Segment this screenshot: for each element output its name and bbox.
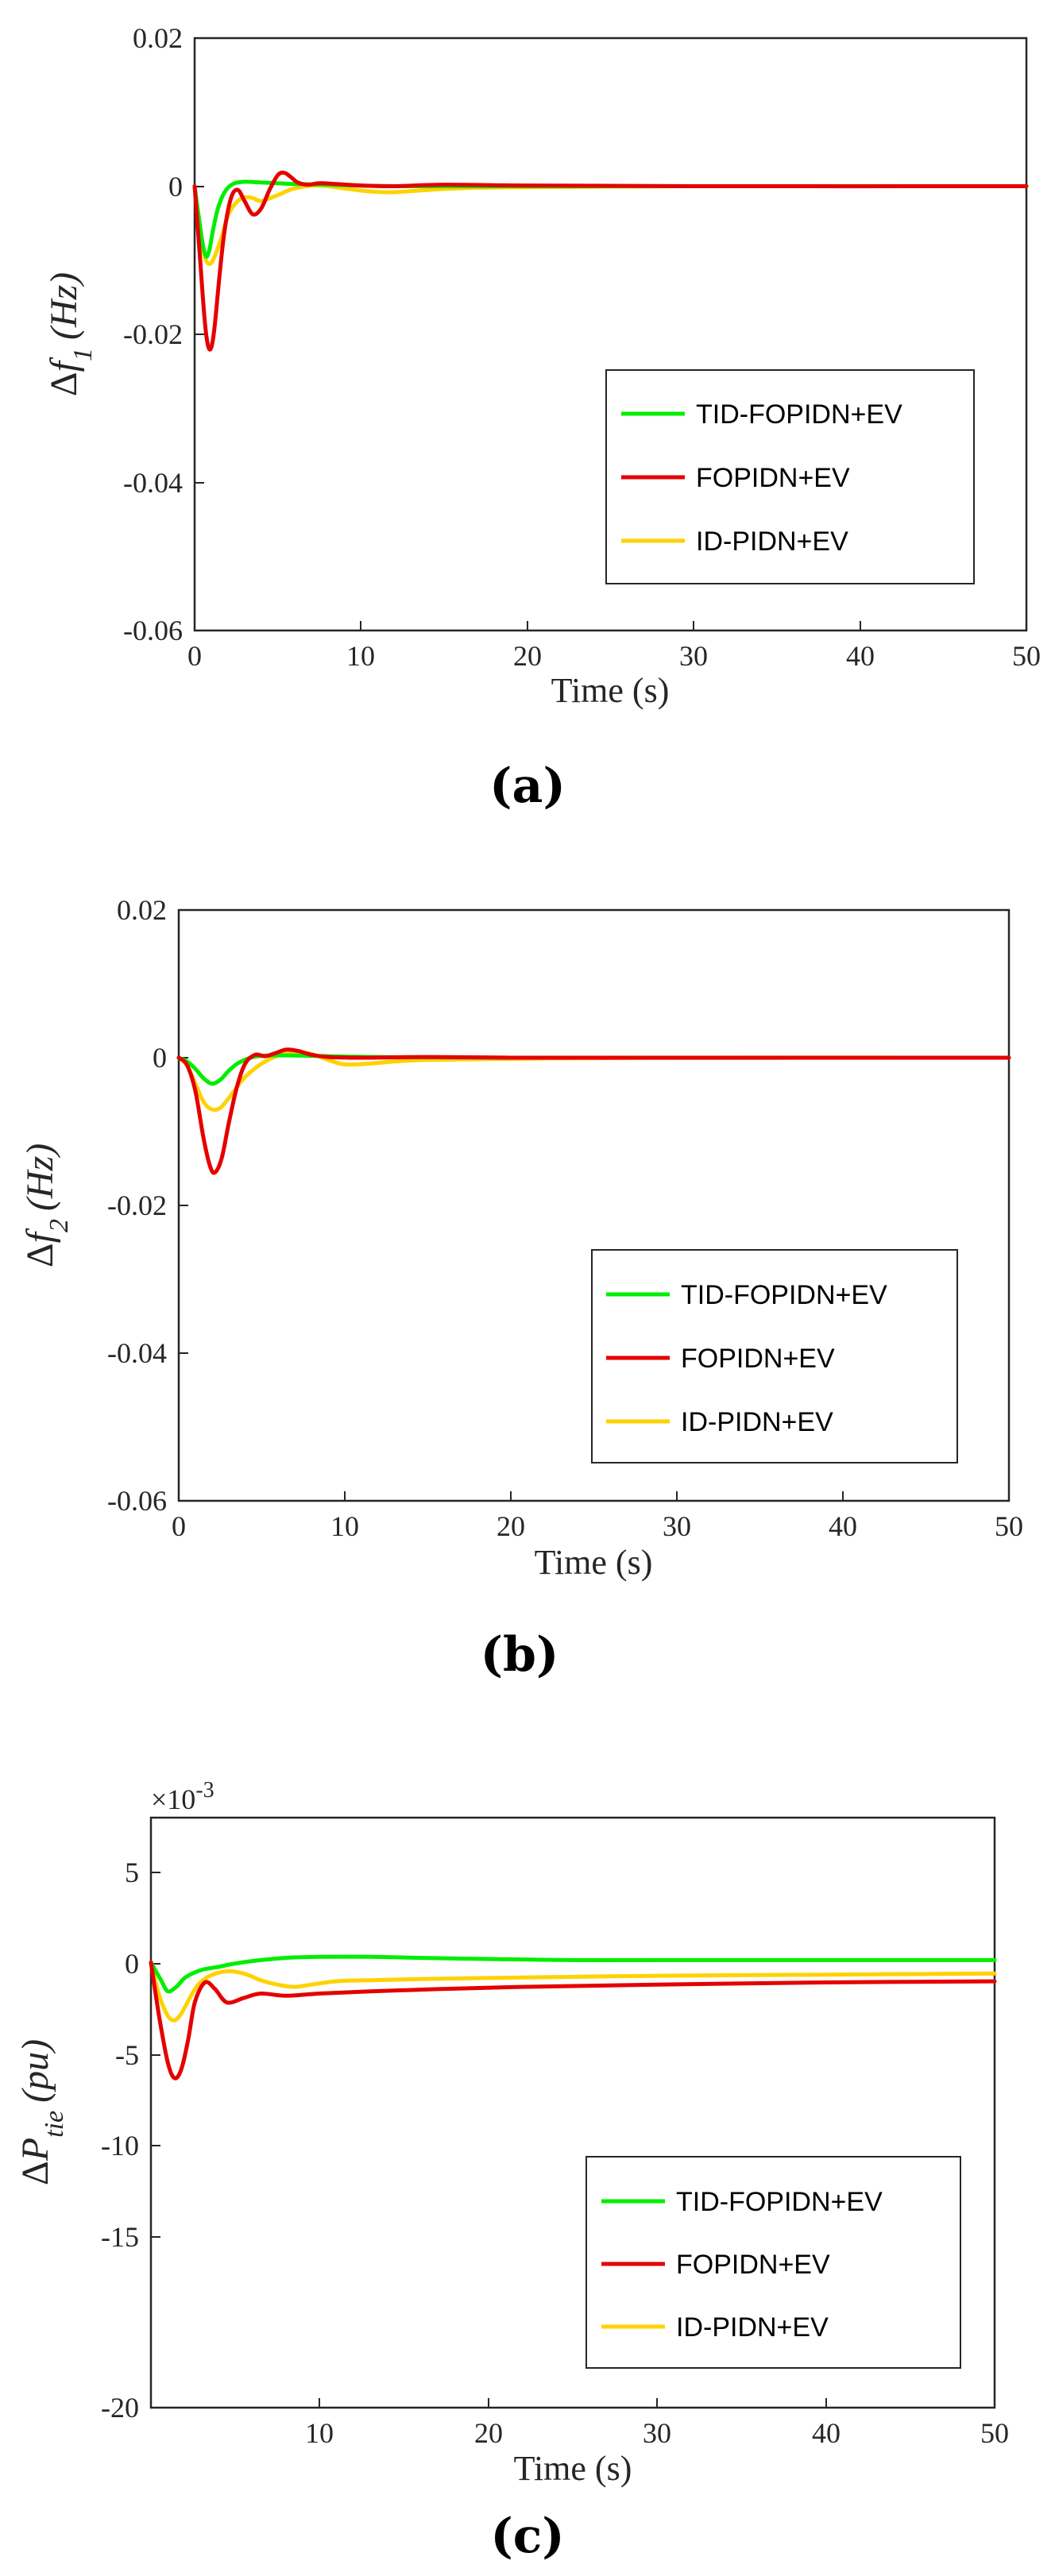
legend-label-a-0: TID-FOPIDN+EV [696,399,902,430]
x-tick-label-c-3: 40 [812,2417,841,2449]
y-ticks-b: 0.02 0 -0.02 -0.04 -0.06 [107,894,188,1517]
legend-label-c-0: TID-FOPIDN+EV [676,2187,883,2217]
exponent-power-c: -3 [195,1778,214,1803]
legend-label-a-2: ID-PIDN+EV [696,526,848,557]
chart-b: 0.02 0 -0.02 -0.04 -0.06 0 10 20 30 40 5… [19,894,1023,1683]
y-tick-label-a-1: 0 [168,171,183,202]
y-tick-label-c-4: -15 [101,2221,139,2253]
y-tick-label-c-3: -10 [101,2130,139,2161]
x-tick-label-a-4: 40 [846,640,875,672]
y-tick-label-c-0: 5 [125,1857,139,1888]
y-tick-label-a-2: -0.02 [123,318,183,350]
legend-label-c-1: FOPIDN+EV [676,2250,830,2280]
legend-label-b-1: FOPIDN+EV [681,1344,835,1374]
series-line-c-tid-fopidn [149,1954,997,1994]
legend-label-a-1: FOPIDN+EV [696,463,850,493]
legend-label-c-2: ID-PIDN+EV [676,2312,829,2343]
y-tick-label-a-3: -0.04 [123,467,183,499]
y-axis-label-a: Δf1(Hz) [43,272,98,397]
x-axis-label-a: Time (s) [551,671,670,710]
legend-a: TID-FOPIDN+EV FOPIDN+EV ID-PIDN+EV [605,369,975,584]
y-axis-label-b: Δf2(Hz) [19,1143,74,1268]
x-tick-label-b-2: 20 [497,1510,525,1542]
y-axis-label-c-subscript: tie [40,2111,69,2138]
panel-label-b: (b) [481,1627,559,1683]
legend-label-b-0: TID-FOPIDN+EV [681,1280,887,1310]
y-tick-label-c-2: -5 [115,2039,139,2071]
y-axis-label-b-unit: (Hz) [19,1143,61,1211]
x-tick-label-a-2: 20 [513,640,542,672]
exponent-base-c: ×10 [151,1784,195,1815]
series-group-b [176,1047,1011,1175]
y-tick-label-b-0: 0.02 [117,894,167,926]
x-tick-label-c-0: 10 [305,2417,334,2449]
x-tick-label-a-5: 50 [1012,640,1041,672]
x-tick-label-a-0: 0 [187,640,202,672]
series-line-c-fopidn [149,1960,997,2080]
x-tick-label-b-4: 40 [829,1510,857,1542]
x-tick-label-c-1: 20 [474,2417,503,2449]
y-axis-label-a-delta: Δ [43,372,85,396]
x-axis-label-c: Time (s) [514,2449,632,2488]
y-tick-label-b-3: -0.04 [107,1337,167,1369]
y-tick-label-a-0: 0.02 [133,22,183,54]
y-ticks-a: 0.02 0 -0.02 -0.04 -0.06 [123,22,204,646]
x-tick-label-b-3: 30 [663,1510,691,1542]
x-tick-label-a-3: 30 [679,640,708,672]
legend-b: TID-FOPIDN+EV FOPIDN+EV ID-PIDN+EV [591,1249,958,1463]
x-tick-label-a-1: 10 [346,640,375,672]
x-tick-label-b-1: 10 [330,1510,359,1542]
legend-label-b-2: ID-PIDN+EV [681,1407,833,1437]
series-group-c [149,1954,997,2080]
y-tick-label-b-4: -0.06 [107,1485,167,1517]
y-axis-label-a-unit: (Hz) [43,272,85,340]
y-axis-label-c-symbol: P [14,2138,56,2161]
y-ticks-c: 5 0 -5 -10 -15 -20 [101,1857,160,2424]
chart-a: 0.02 0 -0.02 -0.04 -0.06 0 10 20 30 40 5… [43,22,1041,814]
y-tick-label-c-1: 0 [125,1948,139,1980]
panel-label-a: (a) [489,758,566,814]
y-tick-label-a-4: -0.06 [123,615,183,646]
y-axis-label-c: ΔPtie (pu) [14,2039,69,2185]
y-axis-label-c-delta: Δ [14,2161,56,2185]
y-axis-label-c-unit: (pu) [14,2039,56,2103]
x-ticks-b: 0 10 20 30 40 50 [172,1491,1023,1542]
series-line-b-fopidn [176,1047,1011,1175]
legend-c: TID-FOPIDN+EV FOPIDN+EV ID-PIDN+EV [585,2156,961,2369]
y-axis-label-a-subscript: 1 [68,348,98,361]
y-tick-label-c-5: -20 [101,2392,139,2424]
series-line-c-id-pidn [149,1960,997,2023]
panel-label-c: (c) [490,2509,564,2564]
x-axis-label-b: Time (s) [535,1543,653,1582]
y-axis-label-b-delta: Δ [19,1243,61,1267]
series-line-a-fopidn [192,170,1029,352]
x-tick-label-b-0: 0 [172,1510,186,1542]
series-group-a [192,170,1029,352]
x-tick-label-c-4: 50 [980,2417,1009,2449]
exponent-label-c: ×10-3 [151,1778,214,1816]
x-ticks-c: 10 20 30 40 50 [305,2398,1009,2449]
chart-c: 5 0 -5 -10 -15 -20 10 20 30 40 50 Time (… [14,1778,1009,2565]
x-tick-label-c-2: 30 [643,2417,671,2449]
y-tick-label-b-2: -0.02 [107,1190,167,1221]
x-tick-label-b-5: 50 [995,1510,1023,1542]
y-tick-label-b-1: 0 [153,1042,167,1074]
y-axis-label-b-subscript: 2 [44,1219,74,1232]
x-ticks-a: 0 10 20 30 40 50 [187,621,1041,672]
